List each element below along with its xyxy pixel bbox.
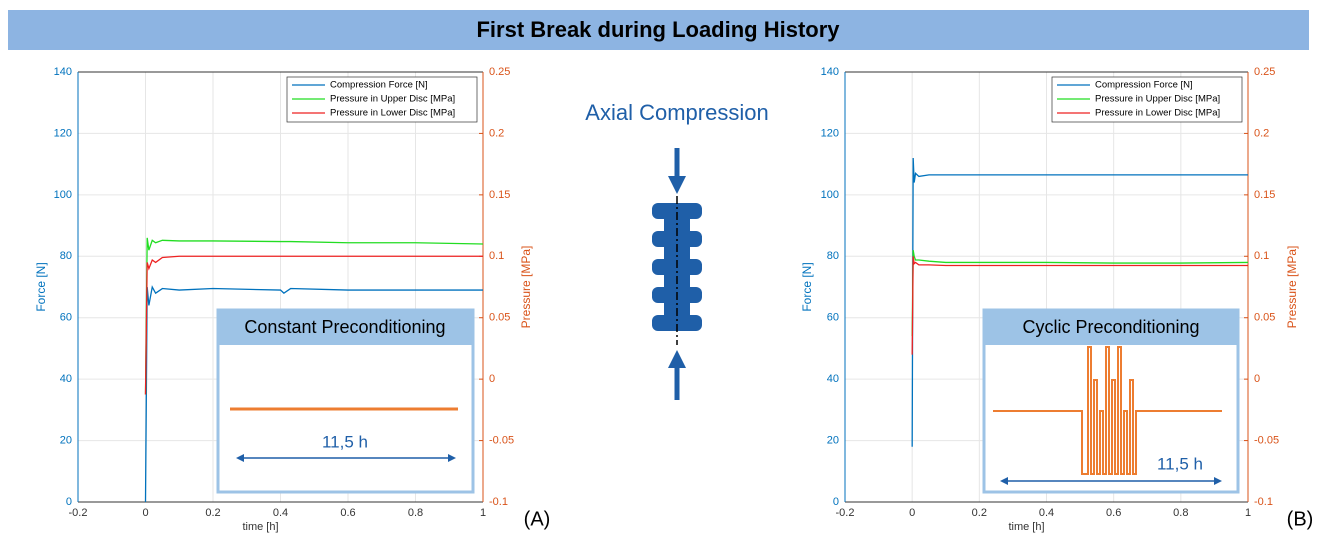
y2-tick-label: 0.25 xyxy=(1254,66,1275,78)
y2-tick-label: -0.05 xyxy=(489,434,514,446)
legend-label: Pressure in Upper Disc [MPa] xyxy=(1095,94,1220,105)
x-axis-label: time [h] xyxy=(1008,521,1044,533)
y-tick-label: 140 xyxy=(821,66,839,78)
y2-axis-label: Pressure [MPa] xyxy=(1285,246,1299,329)
y2-tick-label: 0.1 xyxy=(489,250,504,262)
x-tick-label: -0.2 xyxy=(69,507,88,519)
x-tick-label: 0 xyxy=(142,507,148,519)
y2-tick-label: 0.15 xyxy=(489,189,510,201)
series-line xyxy=(911,256,1248,355)
y2-tick-label: 0.2 xyxy=(489,127,504,139)
y2-tick-label: -0.1 xyxy=(489,496,508,508)
x-tick-label: 0.2 xyxy=(205,507,220,519)
x-tick-label: 0.2 xyxy=(972,507,987,519)
x-tick-label: 0.8 xyxy=(408,507,423,519)
y2-tick-label: -0.05 xyxy=(1254,434,1279,446)
legend-label: Pressure in Lower Disc [MPa] xyxy=(330,108,455,119)
y-tick-label: 60 xyxy=(827,312,839,324)
y2-tick-label: 0.05 xyxy=(489,312,510,324)
x-tick-label: 0.6 xyxy=(340,507,355,519)
y-axis-label: Force [N] xyxy=(800,262,814,311)
center-label: Axial Compression xyxy=(585,100,768,125)
panel-label: (A) xyxy=(524,508,551,530)
spine-icon xyxy=(652,148,702,400)
y2-tick-label: 0.25 xyxy=(489,66,510,78)
x-axis-label: time [h] xyxy=(242,521,278,533)
y-tick-label: 80 xyxy=(827,250,839,262)
y-tick-label: 0 xyxy=(833,496,839,508)
y-tick-label: 80 xyxy=(60,250,72,262)
y-tick-label: 120 xyxy=(821,127,839,139)
x-tick-label: -0.2 xyxy=(836,507,855,519)
y-tick-label: 40 xyxy=(60,373,72,385)
series-line xyxy=(911,250,1249,337)
series-line xyxy=(144,237,484,395)
y-tick-label: 20 xyxy=(827,434,839,446)
x-tick-label: 1 xyxy=(480,507,486,519)
legend-label: Pressure in Upper Disc [MPa] xyxy=(330,94,455,105)
y-tick-label: 0 xyxy=(66,496,72,508)
panel-label: (B) xyxy=(1287,508,1314,530)
y2-axis-label: Pressure [MPa] xyxy=(519,246,533,329)
y-tick-label: 100 xyxy=(821,189,839,201)
y-tick-label: 140 xyxy=(54,66,72,78)
inset-a xyxy=(216,308,475,494)
x-tick-label: 0.4 xyxy=(273,507,288,519)
y-tick-label: 60 xyxy=(60,312,72,324)
y-tick-label: 120 xyxy=(54,127,72,139)
legend-label: Compression Force [N] xyxy=(330,80,428,91)
y-tick-label: 100 xyxy=(54,189,72,201)
x-tick-label: 0.6 xyxy=(1106,507,1121,519)
x-tick-label: 0 xyxy=(909,507,915,519)
title-banner xyxy=(8,10,1309,50)
x-tick-label: 0.8 xyxy=(1173,507,1188,519)
x-tick-label: 1 xyxy=(1245,507,1251,519)
legend-label: Pressure in Lower Disc [MPa] xyxy=(1095,108,1220,119)
x-tick-label: 0.4 xyxy=(1039,507,1054,519)
inset-b xyxy=(982,308,1240,494)
inset-title: Constant Preconditioning xyxy=(244,317,445,337)
series-line xyxy=(144,285,483,503)
y2-tick-label: 0.15 xyxy=(1254,189,1275,201)
y-tick-label: 20 xyxy=(60,434,72,446)
y2-tick-label: 0.2 xyxy=(1254,127,1269,139)
inset-title: Cyclic Preconditioning xyxy=(1022,317,1199,337)
series-line xyxy=(144,255,483,395)
figure-title: First Break during Loading History xyxy=(476,17,840,42)
inset-duration: 11,5 h xyxy=(322,432,368,451)
y2-tick-label: -0.1 xyxy=(1254,496,1273,508)
y2-tick-label: 0 xyxy=(489,373,495,385)
y-tick-label: 40 xyxy=(827,373,839,385)
y2-tick-label: 0.1 xyxy=(1254,250,1269,262)
y2-tick-label: 0 xyxy=(1254,373,1260,385)
legend-label: Compression Force [N] xyxy=(1095,80,1193,91)
series-line xyxy=(911,157,1248,447)
inset-duration: 11,5 h xyxy=(1157,454,1203,473)
y-axis-label: Force [N] xyxy=(34,262,48,311)
y2-tick-label: 0.05 xyxy=(1254,312,1275,324)
